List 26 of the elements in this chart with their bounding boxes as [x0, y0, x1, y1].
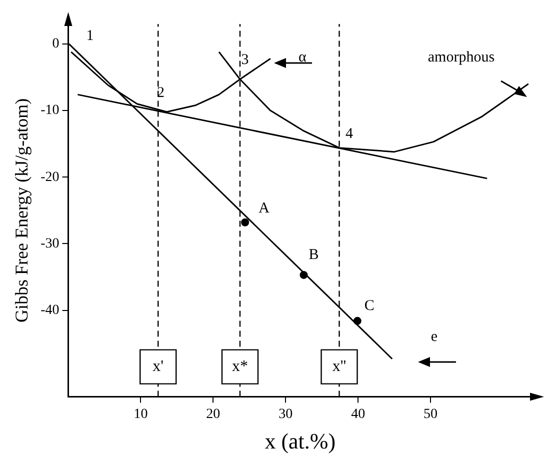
annotation: 4 [346, 126, 354, 142]
x-tick-label: 40 [351, 406, 366, 422]
x-tick-label: 20 [206, 406, 220, 422]
ref-line-label: x'' [332, 358, 346, 376]
annotation: C [364, 298, 374, 314]
ref-line-label: x' [152, 358, 164, 376]
y-tick-label: 0 [52, 36, 60, 52]
annotation: 1 [86, 28, 94, 44]
y-axis-title: Gibbs Free Energy (kJ/g-atom) [12, 98, 32, 322]
x-tick-label: 10 [134, 406, 148, 422]
y-tick-label: -10 [40, 103, 60, 118]
annotation: amorphous [428, 49, 495, 66]
y-tick-label: -30 [40, 236, 60, 252]
x-tick-label: 30 [278, 406, 293, 422]
annotation: e [430, 328, 438, 345]
annotation: α [298, 50, 306, 66]
x-axis-title: x (at.%) [264, 428, 336, 454]
ref-line-label: x* [232, 358, 248, 376]
annotation: 3 [241, 52, 249, 68]
annotation: A [258, 200, 270, 216]
y-tick-label: -40 [40, 302, 60, 318]
x-tick-label: 50 [424, 406, 438, 422]
y-tick-label: -20 [40, 170, 60, 185]
point [241, 218, 250, 226]
annotation: B [308, 246, 319, 263]
annotation: 2 [157, 84, 165, 101]
